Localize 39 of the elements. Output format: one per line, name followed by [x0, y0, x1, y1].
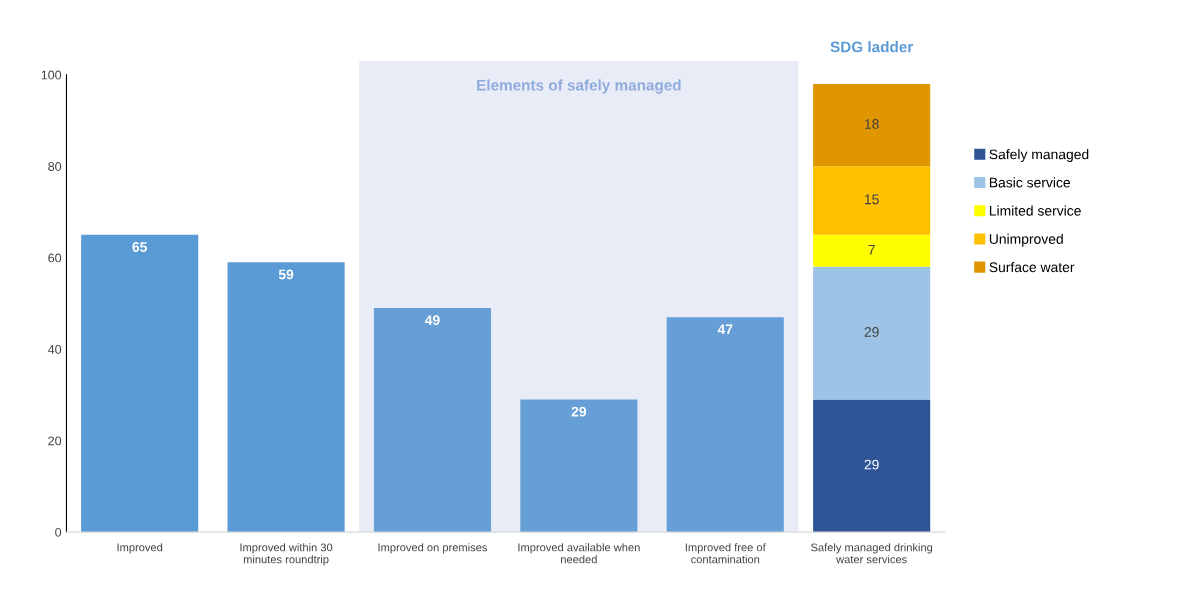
y-tick-label: 0: [55, 527, 62, 537]
bar: [666, 317, 784, 533]
y-tick-label: 100: [41, 70, 62, 80]
bar: [373, 308, 492, 533]
bar: [813, 234, 931, 267]
y-tick-label: 20: [48, 436, 62, 446]
bar: [227, 262, 345, 533]
legend-label: Surface water: [989, 261, 1075, 273]
data-label: 29: [571, 406, 587, 417]
x-tick-label: Safely managed drinking water services: [811, 543, 933, 564]
data-label: 29: [864, 459, 879, 470]
bar: [81, 234, 199, 533]
data-label: 15: [864, 194, 879, 205]
data-label: 47: [717, 324, 733, 335]
text: SDG ladder: [830, 41, 914, 53]
bar: [520, 399, 638, 533]
x-tick-label: Improved on premises: [378, 543, 488, 554]
y-tick-label: 40: [48, 344, 62, 354]
y-tick-label: 60: [48, 253, 62, 263]
legend-label: Unimproved: [989, 233, 1063, 247]
data-label: 7: [868, 244, 875, 255]
data-label: 29: [864, 327, 879, 337]
data-label: 49: [424, 315, 440, 326]
bar: [813, 399, 931, 533]
bar: [813, 166, 931, 235]
legend-label: Limited service: [989, 205, 1081, 216]
y-tick-label: 80: [48, 162, 62, 171]
legend-label: Safely managed: [989, 149, 1089, 162]
x-tick-label: Improved: [117, 543, 163, 554]
x-tick-label: Improved within 30 minutes roundtrip: [240, 543, 333, 566]
legend-label: Basic service: [989, 177, 1071, 188]
x-tick-label: Improved available when needed: [518, 543, 640, 564]
data-label: 65: [132, 242, 148, 252]
bar: [813, 266, 931, 400]
data-label: 59: [278, 269, 294, 280]
bar: [813, 83, 931, 167]
x-tick-label: Improved free of contamination: [685, 543, 766, 564]
data-label: 18: [864, 118, 879, 129]
band-label: Elements of safely managed: [477, 79, 681, 94]
